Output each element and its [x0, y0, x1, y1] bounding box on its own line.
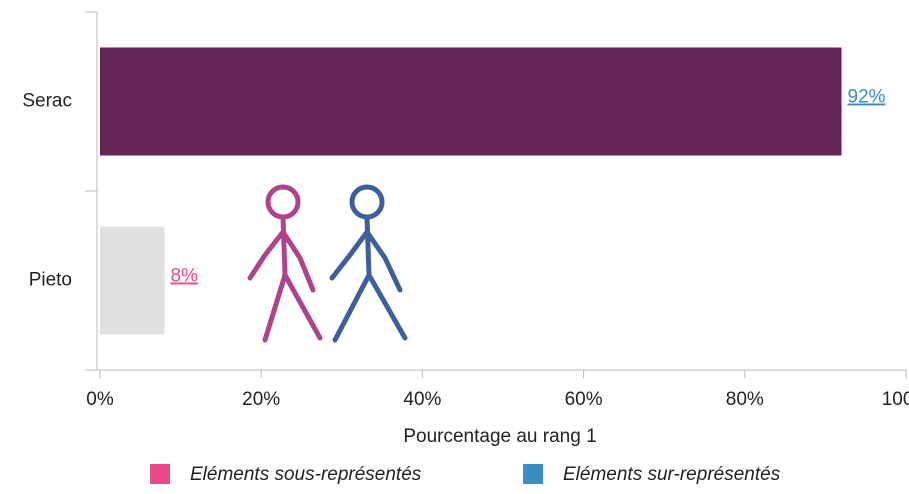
x-tick-label: 20%	[242, 389, 280, 410]
stick-figure-blue	[332, 187, 405, 340]
x-axis-title: Pourcentage au rang 1	[403, 426, 596, 447]
value-label: 92%	[848, 87, 886, 108]
y-tick-label: Pieto	[29, 270, 72, 291]
x-tick-label: 40%	[403, 389, 441, 410]
chart: Pourcentage au rang 1 0% 20% 40% 60% 80% 100%…	[0, 0, 909, 494]
y-tick-label: Serac	[22, 91, 72, 112]
legend-label: Eléments sur-représentés	[563, 464, 781, 485]
x-tick-label: 0%	[86, 389, 114, 410]
x-tick-label: 60%	[565, 389, 603, 410]
x-tick-label: 80%	[726, 389, 764, 410]
legend-label: Eléments sous-représentés	[190, 464, 422, 485]
x-tick-label: 100%	[882, 389, 909, 410]
stick-figure-pink	[250, 187, 320, 340]
legend-swatch	[150, 464, 170, 484]
page: Pourcentage au rang 1 0% 20% 40% 60% 80% 100%…	[0, 0, 909, 494]
bar	[100, 48, 842, 156]
value-label: 8%	[170, 266, 198, 287]
bar	[100, 227, 164, 335]
legend-swatch	[523, 464, 543, 484]
